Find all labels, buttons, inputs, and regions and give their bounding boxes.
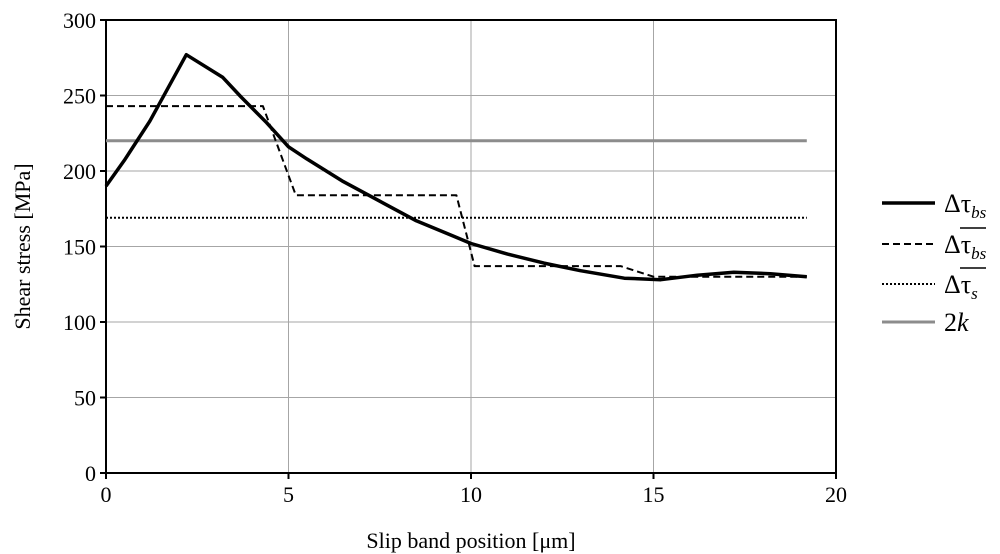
legend-sub-text: s bbox=[971, 284, 978, 303]
y-axis-label: Shear stress [MPa] bbox=[10, 163, 35, 329]
y-tick-label: 200 bbox=[63, 159, 96, 184]
x-axis-label: Slip band position [μm] bbox=[366, 528, 575, 553]
legend-sub-text: bs bbox=[971, 203, 987, 222]
legend-main-text: Δτ bbox=[944, 189, 971, 218]
legend-main-text: 2 bbox=[944, 308, 957, 337]
x-tick-label: 5 bbox=[283, 482, 294, 507]
legend-sub-text: bs bbox=[971, 244, 987, 263]
y-tick-label: 150 bbox=[63, 235, 96, 260]
series-line-solid bbox=[104, 52, 807, 282]
y-tick-label: 300 bbox=[63, 8, 96, 33]
y-tick-label: 0 bbox=[85, 461, 96, 486]
series-group bbox=[104, 52, 807, 282]
legend-label-dotted: Δτs bbox=[944, 270, 978, 303]
x-tick-label: 0 bbox=[101, 482, 112, 507]
legend-label-solid: Δτbs bbox=[944, 189, 987, 222]
legend-main-text: Δτ bbox=[944, 270, 971, 299]
legend-sub-text: k bbox=[957, 308, 969, 337]
legend-main-text: Δτ bbox=[944, 230, 971, 259]
y-tick-label: 50 bbox=[74, 386, 96, 411]
legend-label-gray: 2k bbox=[944, 308, 969, 337]
x-tick-label: 20 bbox=[825, 482, 847, 507]
x-tick-label: 15 bbox=[643, 482, 665, 507]
x-tick-label: 10 bbox=[460, 482, 482, 507]
legend-label-dashed: Δτbs bbox=[944, 230, 987, 263]
grid bbox=[106, 20, 836, 473]
y-tick-label: 250 bbox=[63, 84, 96, 109]
series-line-dashed bbox=[106, 105, 807, 278]
y-tick-label: 100 bbox=[63, 310, 96, 335]
